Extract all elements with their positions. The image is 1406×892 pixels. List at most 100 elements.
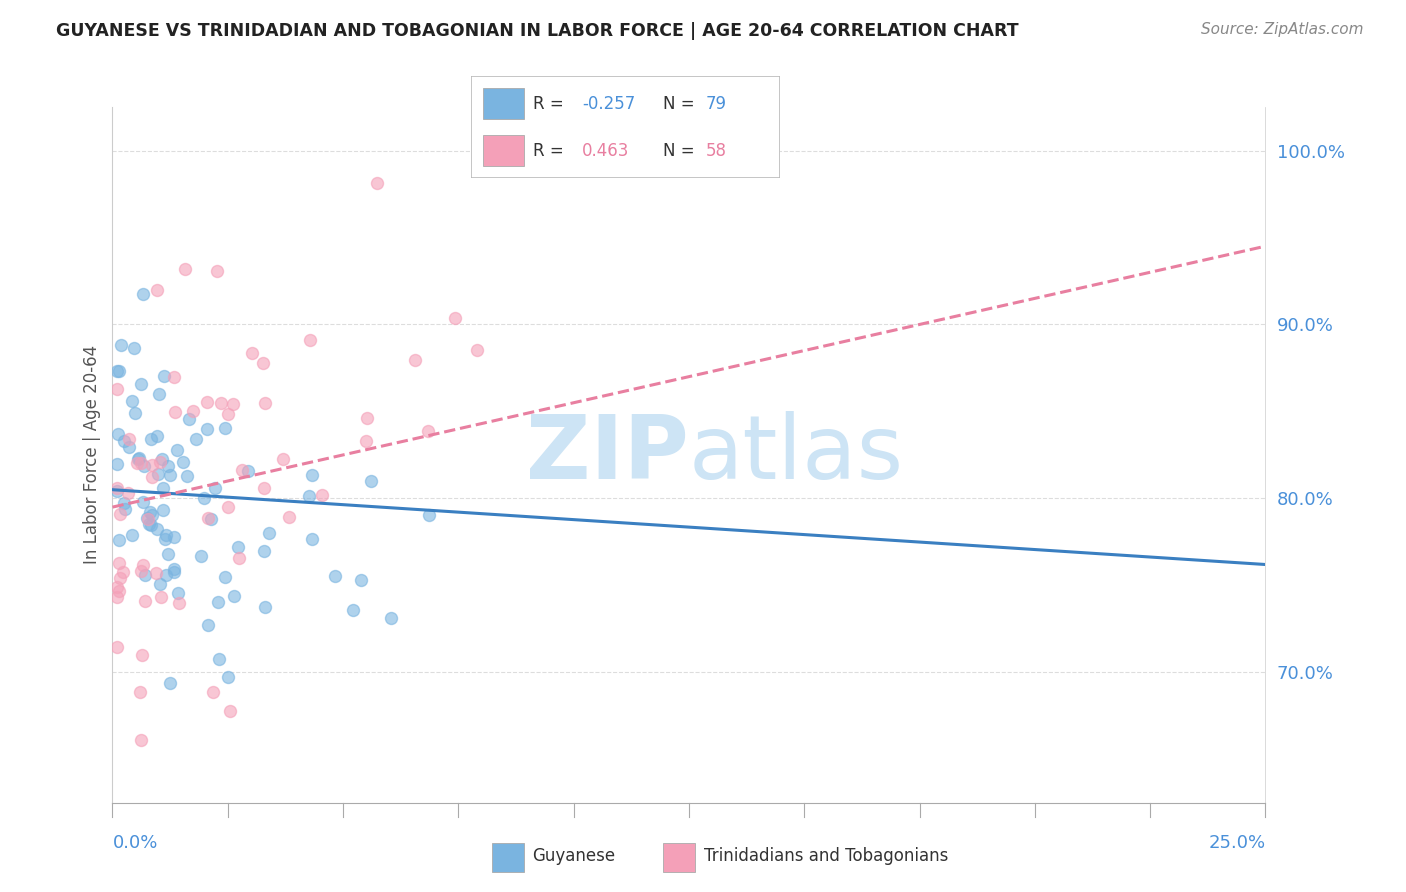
Point	[131, 558, 153, 573]
Point	[350, 573, 373, 587]
Point	[107, 557, 129, 571]
Point	[197, 618, 219, 632]
Point	[105, 580, 128, 594]
Point	[156, 547, 179, 561]
Point	[311, 488, 333, 502]
Point	[155, 528, 177, 542]
Point	[149, 576, 172, 591]
Point	[129, 456, 152, 470]
Point	[112, 496, 135, 510]
Point	[217, 670, 239, 684]
Point	[112, 566, 135, 580]
Point	[127, 456, 149, 470]
Text: R =: R =	[533, 95, 564, 112]
Point	[157, 458, 180, 473]
Point	[105, 382, 128, 396]
Point	[121, 394, 143, 409]
FancyBboxPatch shape	[471, 76, 780, 178]
Point	[108, 583, 131, 598]
Point	[152, 451, 174, 466]
Point	[219, 704, 242, 718]
Point	[222, 589, 245, 603]
Point	[236, 464, 259, 478]
Text: 25.0%: 25.0%	[1208, 834, 1265, 852]
Point	[301, 467, 323, 482]
Point	[257, 526, 280, 541]
Text: Guyanese: Guyanese	[533, 847, 616, 865]
Point	[202, 685, 225, 699]
Point	[153, 532, 176, 546]
Point	[163, 562, 186, 576]
Text: R =: R =	[533, 142, 564, 160]
Point	[222, 397, 245, 411]
Point	[145, 429, 167, 443]
Point	[226, 541, 249, 555]
Point	[114, 501, 136, 516]
Text: Source: ZipAtlas.com: Source: ZipAtlas.com	[1201, 22, 1364, 37]
Point	[231, 463, 253, 477]
Point	[252, 543, 274, 558]
Point	[166, 443, 188, 458]
Point	[277, 509, 299, 524]
Text: Trinidadians and Tobagonians: Trinidadians and Tobagonians	[703, 847, 948, 865]
Point	[214, 570, 236, 584]
Point	[134, 568, 156, 582]
Point	[139, 505, 162, 519]
Point	[193, 491, 215, 505]
Point	[108, 507, 131, 521]
Point	[105, 640, 128, 655]
Point	[254, 599, 277, 614]
Point	[129, 565, 152, 579]
Point	[121, 528, 143, 542]
Y-axis label: In Labor Force | Age 20-64: In Labor Force | Age 20-64	[83, 345, 101, 565]
Point	[197, 511, 219, 525]
Text: ZIP: ZIP	[526, 411, 689, 499]
Point	[110, 338, 132, 352]
Point	[214, 420, 236, 434]
Point	[163, 565, 186, 579]
Point	[177, 412, 200, 426]
Point	[217, 407, 239, 421]
Point	[418, 424, 440, 438]
Point	[418, 508, 440, 522]
Point	[146, 522, 169, 536]
Point	[146, 467, 169, 482]
Text: atlas: atlas	[689, 411, 904, 499]
Text: 0.0%: 0.0%	[112, 834, 157, 852]
Point	[134, 594, 156, 608]
Point	[131, 648, 153, 662]
Point	[141, 458, 163, 472]
Point	[149, 455, 172, 469]
Point	[127, 452, 149, 467]
Point	[153, 369, 176, 384]
Point	[132, 459, 155, 474]
Point	[217, 500, 239, 514]
Point	[163, 405, 186, 419]
Point	[155, 568, 177, 582]
Point	[443, 310, 465, 325]
Point	[138, 516, 160, 531]
Point	[354, 434, 377, 448]
Point	[141, 432, 163, 446]
Point	[132, 495, 155, 509]
Point	[145, 566, 167, 581]
Point	[205, 264, 228, 278]
Point	[380, 611, 402, 625]
Point	[138, 512, 160, 526]
Point	[207, 595, 229, 609]
Point	[163, 370, 186, 384]
Point	[181, 404, 204, 418]
Text: N =: N =	[662, 142, 695, 160]
Point	[195, 395, 218, 409]
Text: 0.463: 0.463	[582, 142, 630, 160]
Point	[173, 261, 195, 276]
Point	[152, 503, 174, 517]
Point	[124, 406, 146, 420]
Point	[112, 434, 135, 448]
Point	[404, 353, 426, 368]
Point	[129, 685, 152, 699]
Point	[190, 549, 212, 564]
Bar	[492, 843, 523, 872]
Point	[167, 596, 190, 610]
Point	[271, 451, 294, 466]
